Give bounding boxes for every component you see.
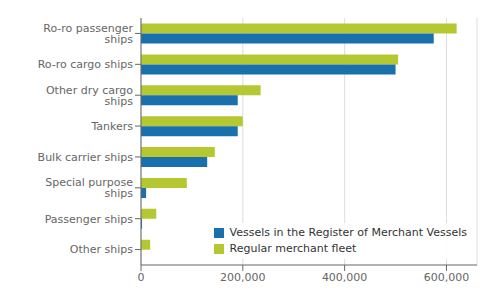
svg-text:Other ships: Other ships xyxy=(70,243,133,256)
html-text:Regular merchant fleet: Regular merchant fleet xyxy=(229,242,357,255)
html-text:Vessels in the Register of Mer: Vessels in the Register of Merchant Vess… xyxy=(229,226,467,239)
svg-text:200,000: 200,000 xyxy=(220,271,266,284)
svg-text:Ro-ro cargo ships: Ro-ro cargo ships xyxy=(38,58,134,71)
svg-text:Ro-ro passengerships: Ro-ro passengerships xyxy=(43,22,133,46)
svg-text:Tankers: Tankers xyxy=(90,120,133,133)
svg-text:Other dry cargoships: Other dry cargoships xyxy=(46,84,133,108)
svg-text:0: 0 xyxy=(138,271,145,284)
svg-text:Bulk carrier ships: Bulk carrier ships xyxy=(38,151,134,164)
svg-text:Special purposeships: Special purposeships xyxy=(45,176,133,200)
svg-text:400,000: 400,000 xyxy=(322,271,368,284)
svg-text:Passenger ships: Passenger ships xyxy=(45,213,134,226)
svg-text:600,000: 600,000 xyxy=(424,271,470,284)
